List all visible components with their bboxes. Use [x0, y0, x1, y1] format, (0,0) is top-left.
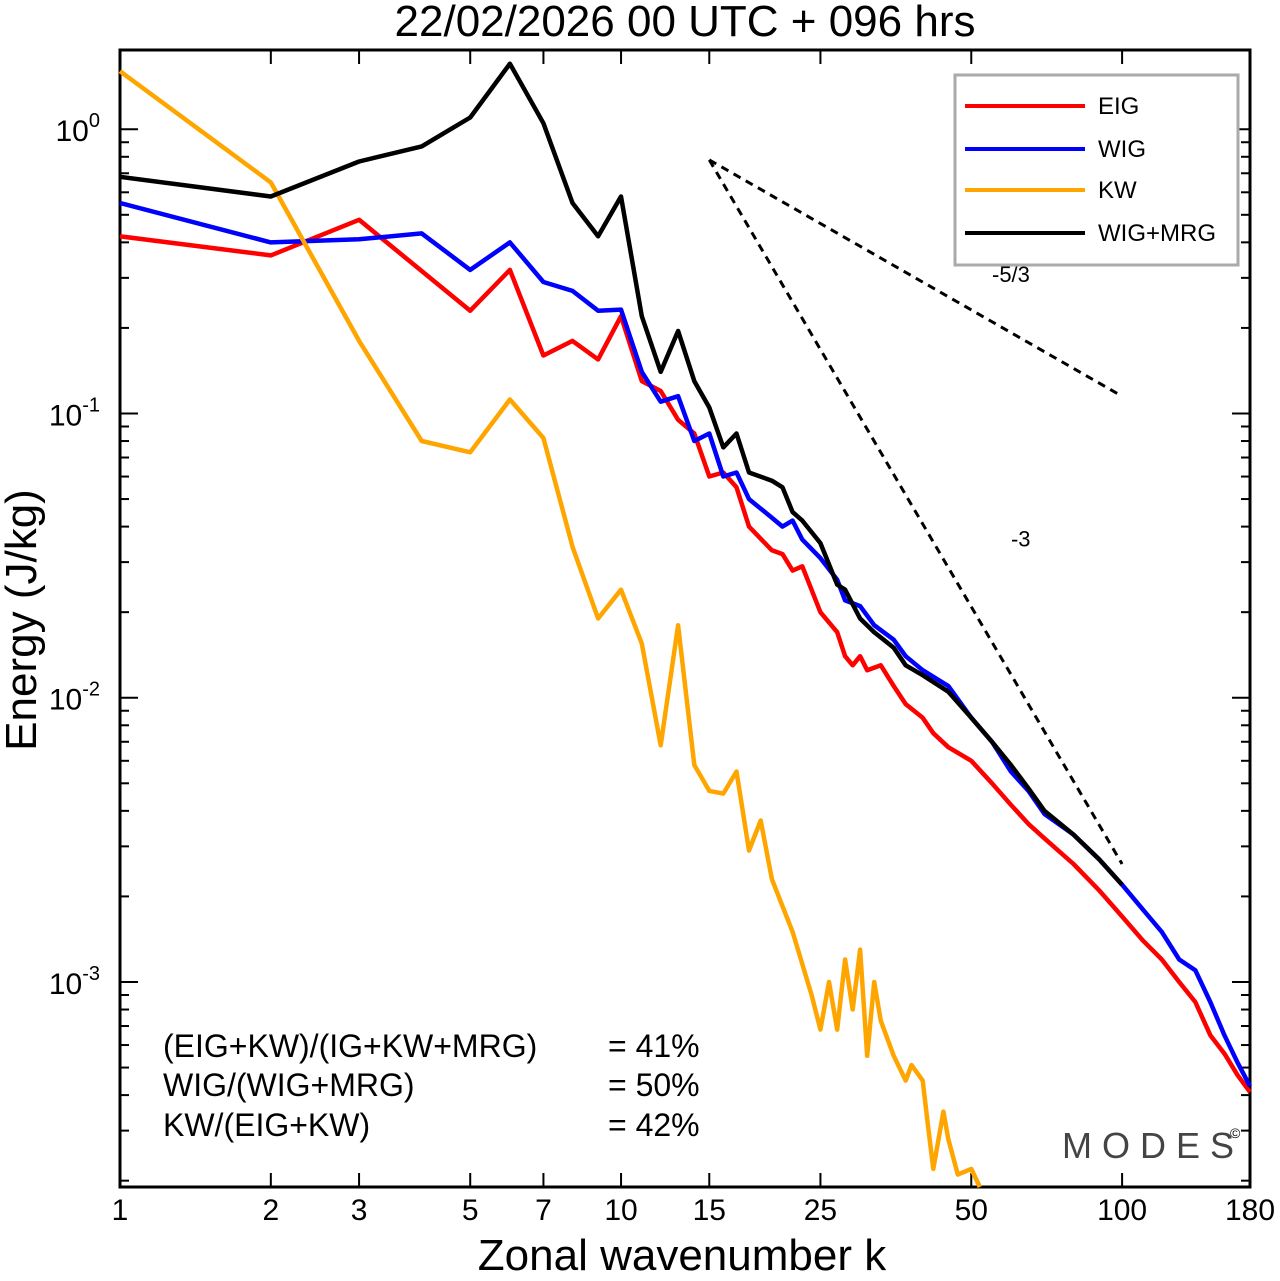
ratio-label-wig: WIG/(WIG+MRG): [163, 1067, 415, 1103]
reference-line-label: -3: [1011, 527, 1031, 552]
legend-label-wig: WIG: [1098, 136, 1146, 163]
reference-line-slope-5-3: [708, 158, 1123, 398]
y-tick-label: 10-3: [49, 963, 100, 1001]
x-tick-label: 180: [1225, 1194, 1275, 1227]
y-axis-label: Energy (J/kg): [0, 489, 46, 751]
legend-label-wig-mrg: WIG+MRG: [1098, 220, 1216, 247]
x-tick-label: 5: [462, 1194, 479, 1227]
modes-watermark: MODES: [1062, 1125, 1244, 1166]
ratio-value-kw: = 42%: [608, 1107, 700, 1143]
x-tick-label: 100: [1097, 1194, 1147, 1227]
ratio-value-wig: = 50%: [608, 1067, 700, 1103]
chart-title: 22/02/2026 00 UTC + 096 hrs: [395, 0, 976, 46]
x-tick-label: 2: [262, 1194, 279, 1227]
series-line-kw: [118, 69, 982, 1188]
x-tick-label: 7: [535, 1194, 552, 1227]
y-tick-label: 10-2: [49, 679, 100, 717]
ratio-label-eig-kw: (EIG+KW)/(IG+KW+MRG): [163, 1028, 537, 1064]
x-tick-label: 3: [351, 1194, 368, 1227]
copyright-mark: ©: [1230, 1125, 1241, 1141]
x-axis-ticks: 1 2 3 5 7 10 15 25 50 100 180: [112, 50, 1275, 1227]
x-tick-label: 15: [693, 1194, 726, 1227]
x-tick-label: 1: [112, 1194, 129, 1227]
plot-frame: [118, 48, 1252, 1189]
x-tick-label: 10: [604, 1194, 637, 1227]
y-axis-ticks: 100 10-1 10-2 10-3: [49, 110, 1250, 1182]
data-series: [118, 61, 1252, 1188]
legend-label-eig: EIG: [1098, 93, 1139, 120]
y-tick-label: 100: [56, 110, 101, 148]
x-tick-label: 50: [955, 1194, 988, 1227]
ratio-annotations: (EIG+KW)/(IG+KW+MRG) = 41% WIG/(WIG+MRG)…: [163, 1028, 700, 1143]
reference-line-slope-3: [707, 159, 1124, 865]
series-line-wig: [119, 200, 1252, 1088]
ratio-value-eig-kw: = 41%: [608, 1028, 700, 1064]
x-axis-label: Zonal wavenumber k: [478, 1231, 887, 1280]
legend-label-kw: KW: [1098, 177, 1137, 204]
x-tick-label: 25: [804, 1194, 837, 1227]
series-line-wig-mrg: [119, 61, 1124, 887]
legend: EIG WIG KW WIG+MRG: [953, 73, 1240, 267]
y-tick-label: 10-1: [49, 394, 100, 432]
ratio-label-kw: KW/(EIG+KW): [163, 1107, 370, 1143]
